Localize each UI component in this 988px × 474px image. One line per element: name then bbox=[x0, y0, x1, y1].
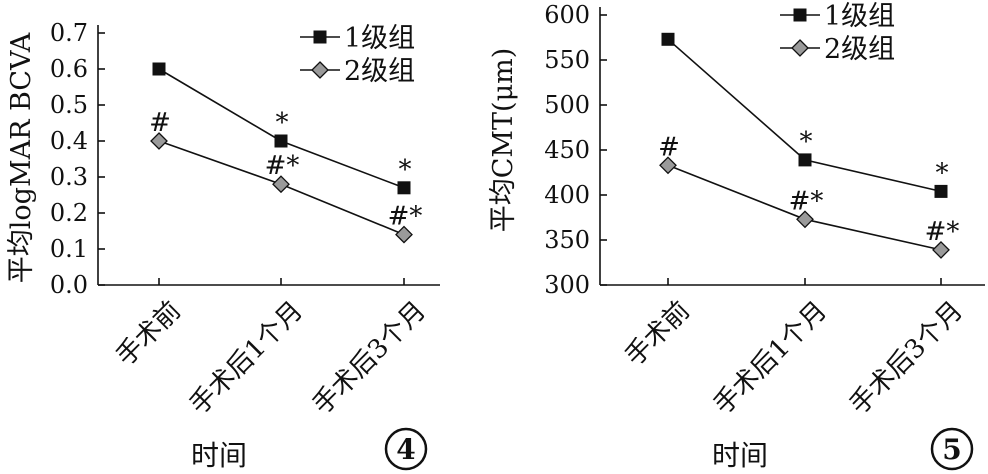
panel-number-badge: 5 bbox=[930, 427, 974, 471]
y-tick-label: 600 bbox=[544, 1, 590, 29]
legend-marker-diamond bbox=[791, 39, 809, 57]
y-tick-label: 350 bbox=[544, 226, 590, 254]
x-axis-label: 时间 bbox=[191, 439, 247, 472]
data-point-diamond bbox=[932, 240, 950, 259]
significance-marker: # bbox=[658, 132, 680, 162]
y-tick-label: 0.6 bbox=[50, 55, 88, 83]
data-point-square bbox=[397, 181, 411, 195]
data-point-diamond bbox=[796, 210, 814, 229]
y-axis-label: 平均logMAR BCVA bbox=[6, 32, 37, 283]
y-tick-label: 400 bbox=[544, 181, 590, 209]
series-line bbox=[667, 38, 942, 193]
x-tick-label: 手术后1个月 bbox=[708, 296, 833, 421]
y-tick-label: 300 bbox=[544, 271, 590, 299]
panel-number: 4 bbox=[396, 433, 415, 466]
data-point-square bbox=[152, 62, 166, 76]
y-tick-label: 0.1 bbox=[50, 235, 88, 263]
x-tick-label: 手术前 bbox=[620, 296, 696, 372]
x-tick-label: 手术后1个月 bbox=[184, 296, 309, 421]
panel-number: 5 bbox=[942, 433, 961, 466]
chart-panel-4: 平均logMAR BCVA 时间 4 0.0 0.1 0.2 0.3 0.4 0.5 0.6… bbox=[6, 19, 440, 472]
x-axis-label: 时间 bbox=[712, 439, 768, 472]
legend-label: 1级组 bbox=[824, 1, 895, 32]
y-axis-label: 平均CMT(μm) bbox=[488, 48, 519, 233]
y-tick-label: 0.2 bbox=[50, 199, 88, 227]
legend-label: 2级组 bbox=[824, 34, 895, 65]
panel-number-circle bbox=[384, 427, 428, 471]
legend-marker-square bbox=[313, 30, 327, 44]
significance-marker: * bbox=[276, 108, 289, 138]
significance-marker: * bbox=[936, 158, 949, 188]
chart-panel-5: 平均CMT(μm) 时间 5 300350400450500550600手术前手… bbox=[488, 1, 985, 472]
panel-number-circle bbox=[930, 427, 974, 471]
data-point-square bbox=[798, 153, 812, 167]
data-point-square bbox=[934, 184, 948, 198]
y-tick-label: 0.7 bbox=[50, 19, 88, 47]
data-point-diamond bbox=[272, 175, 290, 194]
y-tick-label: 0.0 bbox=[50, 271, 88, 299]
legend-label: 2级组 bbox=[344, 56, 415, 87]
y-tick-label: 500 bbox=[544, 91, 590, 119]
y-tick-label: 550 bbox=[544, 46, 590, 74]
significance-marker: #* bbox=[925, 217, 960, 247]
legend-marker-diamond bbox=[311, 61, 329, 79]
y-tick-label: 0.4 bbox=[50, 127, 88, 155]
y-tick-label: 0.5 bbox=[50, 91, 88, 119]
data-point-diamond bbox=[150, 132, 168, 150]
panel-number-badge: 4 bbox=[384, 427, 428, 471]
significance-marker: #* bbox=[388, 202, 423, 232]
data-point-diamond bbox=[395, 225, 413, 244]
data-point-diamond bbox=[659, 156, 677, 175]
x-tick-label: 手术后3个月 bbox=[307, 296, 432, 421]
significance-marker: #* bbox=[265, 151, 300, 181]
y-tick-label: 450 bbox=[544, 136, 590, 164]
significance-marker: #* bbox=[789, 186, 824, 216]
y-tick-label: 0.3 bbox=[50, 163, 88, 191]
x-tick-label: 手术前 bbox=[111, 296, 187, 372]
significance-marker: * bbox=[800, 127, 813, 157]
data-point-square bbox=[274, 134, 288, 148]
x-tick-label: 手术后3个月 bbox=[844, 296, 969, 421]
data-point-square bbox=[661, 32, 675, 46]
significance-marker: # bbox=[149, 108, 171, 138]
legend-label: 1级组 bbox=[344, 23, 415, 54]
legend-marker-square bbox=[793, 8, 807, 22]
significance-marker: * bbox=[399, 155, 412, 185]
